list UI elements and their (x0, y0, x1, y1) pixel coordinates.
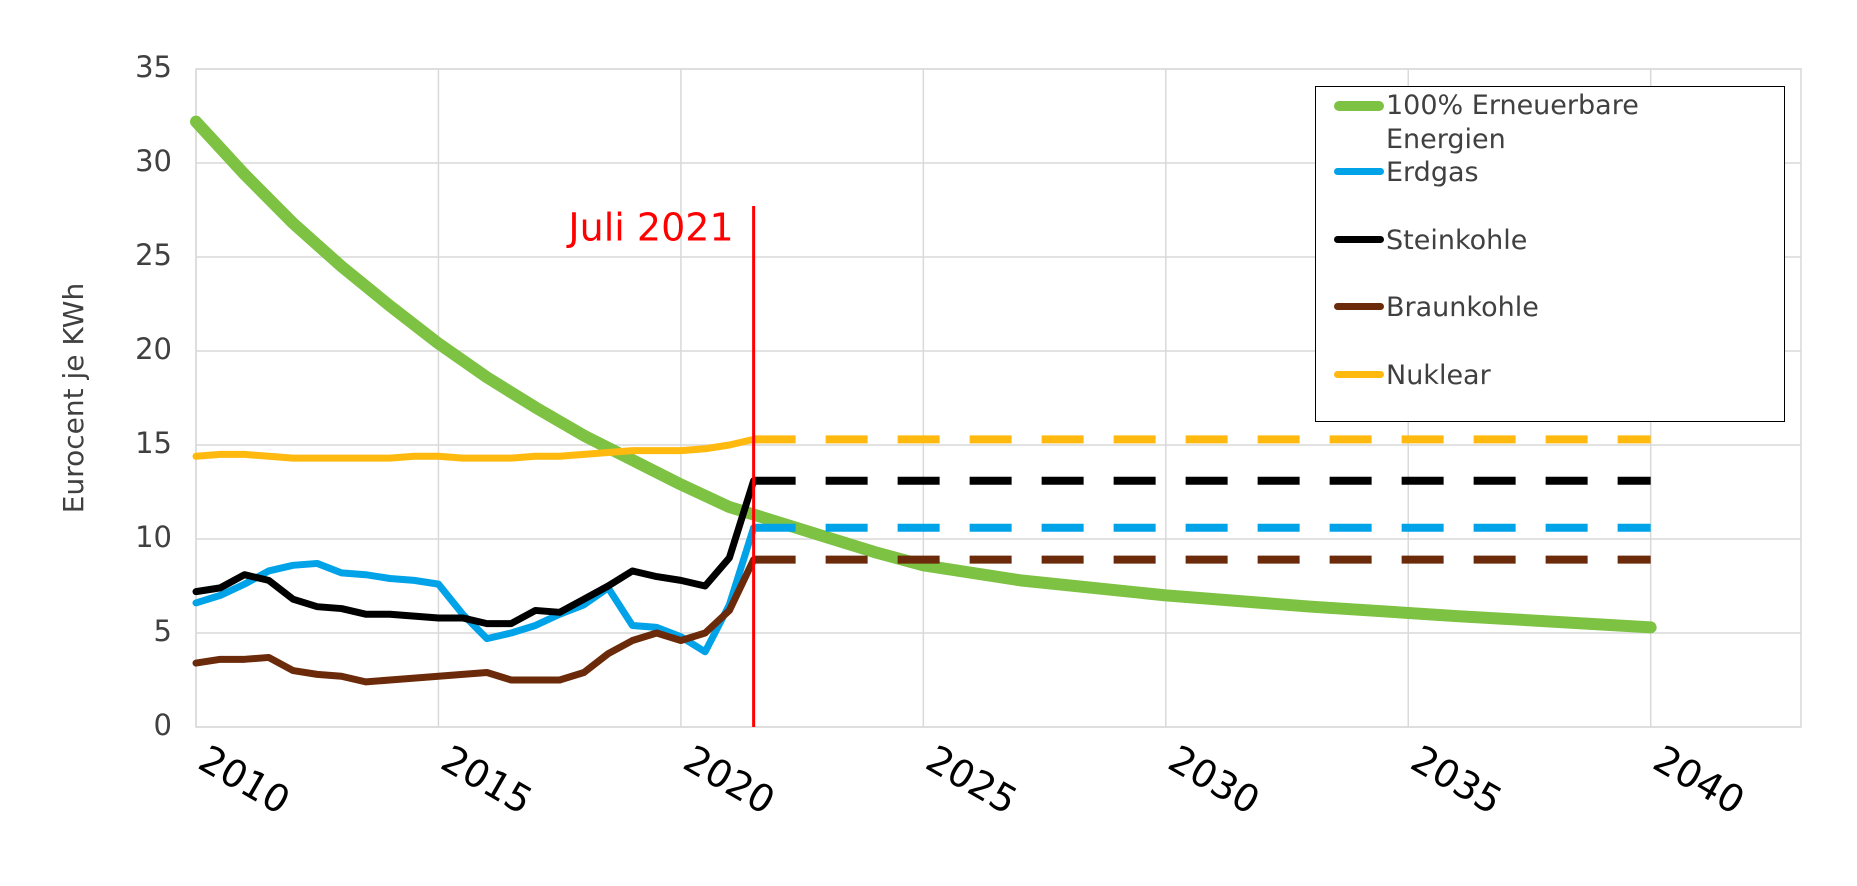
legend-label: Erdgas (1386, 157, 1479, 188)
legend-swatch (1334, 168, 1384, 175)
legend-swatch (1334, 236, 1384, 243)
legend: 100% Erneuerbare Energien Erdgas Steinkohl… (1315, 86, 1785, 422)
y-tick-label: 0 (154, 708, 172, 742)
series-line (192, 524, 758, 656)
legend-label: Braunkohle (1386, 292, 1539, 323)
y-tick-label: 25 (135, 238, 172, 272)
y-tick-label: 20 (135, 332, 172, 366)
annotation-text: Juli 2021 (566, 206, 733, 250)
x-tick-label: 2035 (1404, 737, 1510, 823)
y-tick-label: 30 (135, 144, 172, 178)
legend-label: Steinkohle (1386, 225, 1528, 256)
legend-entry: Nuklear (1334, 359, 1716, 393)
y-tick-label: 15 (135, 426, 172, 460)
y-tick-label: 10 (135, 520, 172, 554)
y-tick-label: 5 (154, 614, 172, 648)
legend-entry: Steinkohle (1334, 224, 1716, 258)
x-tick-label: 2030 (1161, 737, 1267, 823)
y-tick-label: 35 (135, 50, 172, 84)
series-line (192, 556, 758, 686)
legend-entry: Braunkohle (1334, 291, 1716, 325)
y-axis-label: Eurocent je KWh (57, 283, 90, 513)
legend-label: 100% Erneuerbare Energien (1386, 90, 1639, 155)
series-line (192, 477, 758, 628)
x-tick-label: 2025 (919, 737, 1025, 823)
x-tick-label: 2020 (676, 737, 782, 823)
x-tick-label: 2010 (192, 737, 298, 823)
legend-swatch (1334, 303, 1384, 310)
legend-swatch (1334, 101, 1384, 111)
legend-swatch (1334, 371, 1384, 378)
x-tick-label: 2040 (1646, 737, 1752, 823)
legend-entry: 100% Erneuerbare Energien (1334, 89, 1716, 157)
series-line (190, 115, 1657, 634)
x-tick-label: 2015 (434, 737, 540, 823)
legend-entry: Erdgas (1334, 156, 1716, 190)
series-line (192, 435, 758, 462)
legend-label: Nuklear (1386, 360, 1491, 391)
